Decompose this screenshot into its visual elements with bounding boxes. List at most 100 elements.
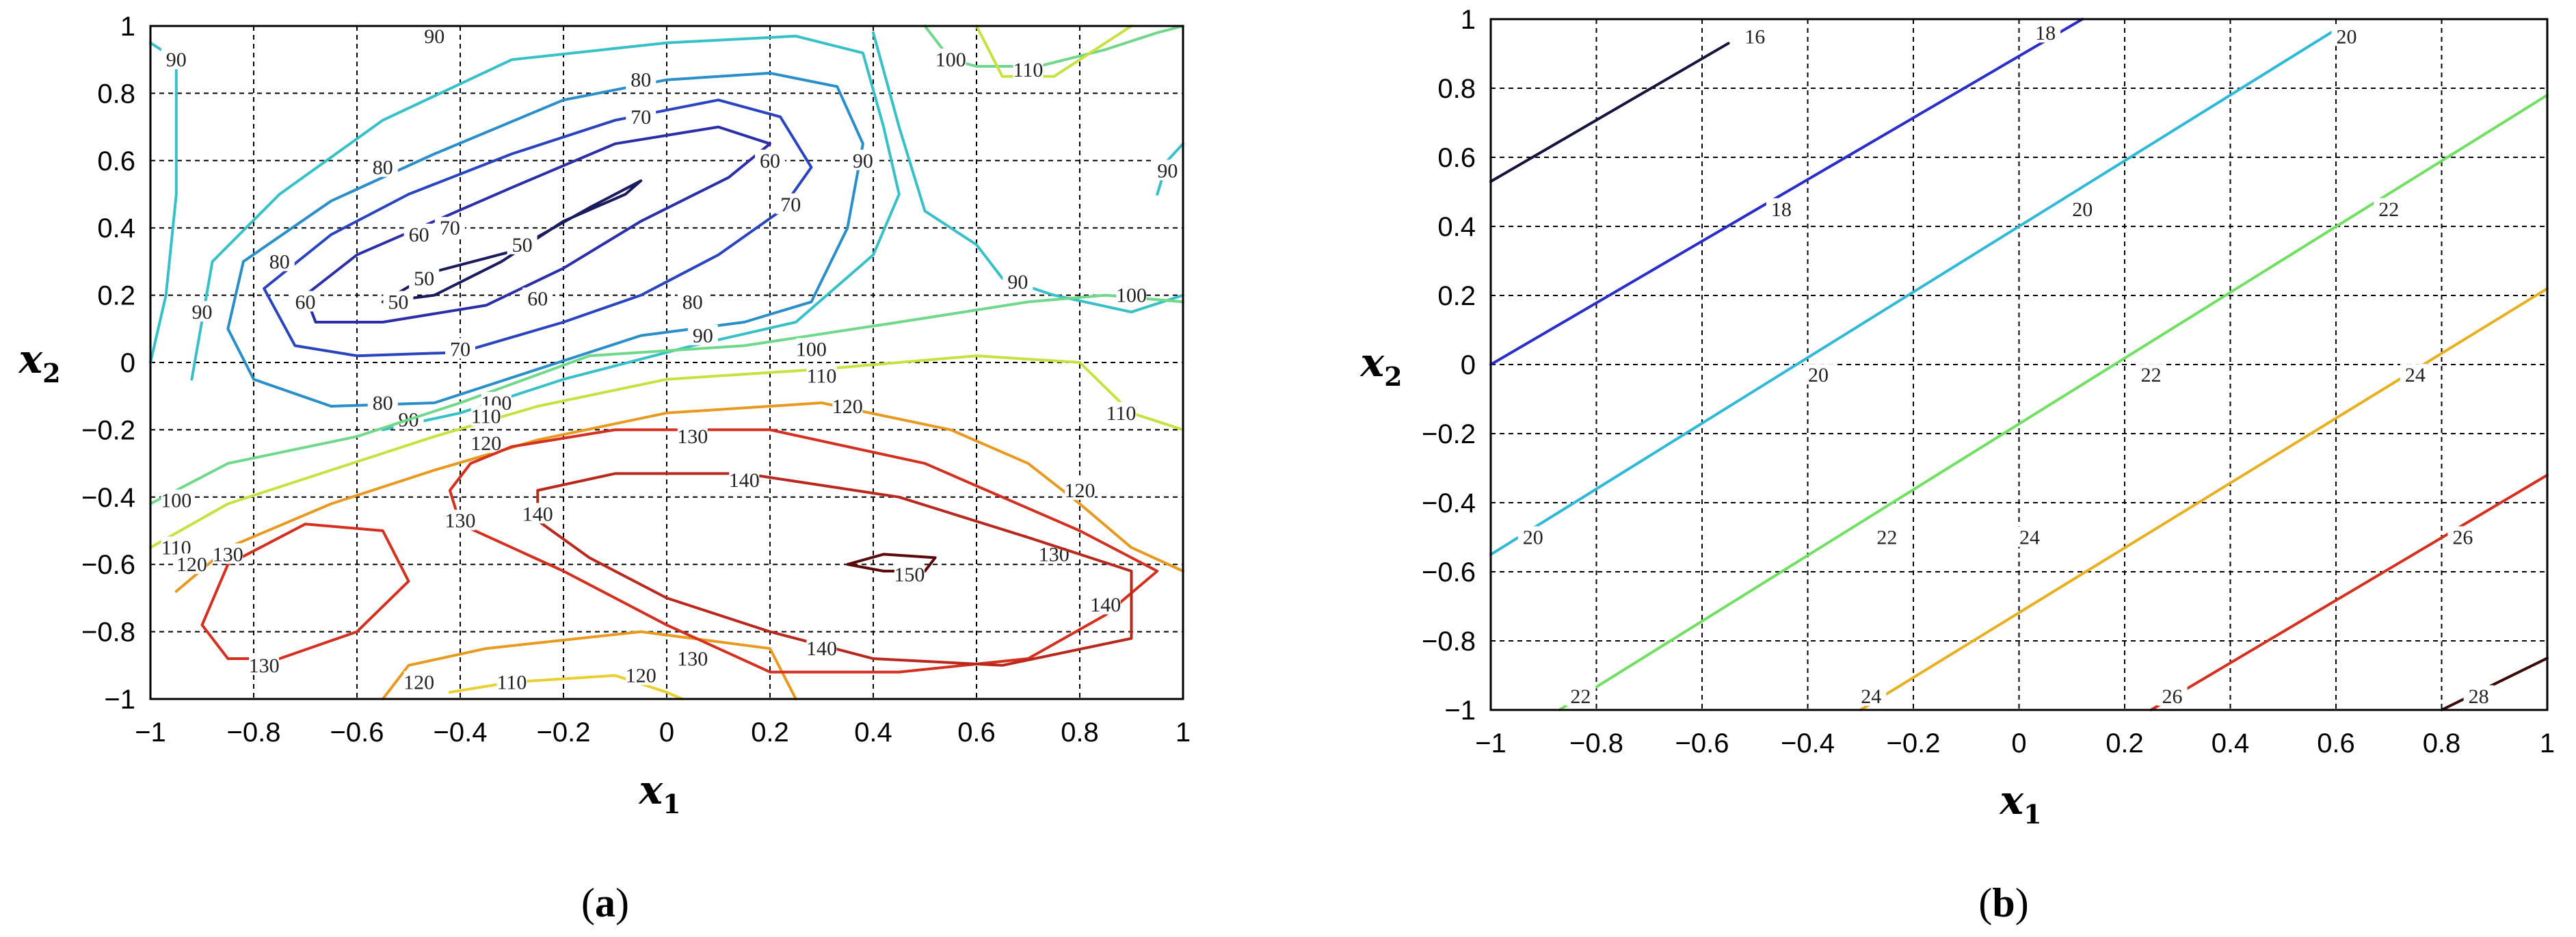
contour-label-background <box>1766 198 1796 219</box>
x-axis-label: x1 <box>1998 777 2041 830</box>
contour-line-90 <box>872 31 1184 314</box>
contour-line-26 <box>2149 473 2549 711</box>
contour-label-background <box>1565 685 1596 706</box>
x-tick-label: 0.4 <box>2212 728 2250 758</box>
contour-label: 80 <box>630 69 651 92</box>
contour-label: 90 <box>424 25 444 48</box>
contour-label: 28 <box>2469 685 2489 708</box>
x-tick-label: 1 <box>2540 728 2555 758</box>
contour-label: 26 <box>2452 527 2473 549</box>
contour-label: 70 <box>440 217 460 239</box>
contour-label-background <box>434 217 465 238</box>
contour-label-background <box>1106 401 1137 423</box>
contour-label-background <box>1740 25 1770 47</box>
x-axis-label: x1 <box>637 767 680 819</box>
y-tick-label: 0 <box>1461 350 1476 380</box>
contour-label-background <box>677 647 708 668</box>
y-tick-label: 0.6 <box>97 146 135 176</box>
contour-label-background <box>2463 685 2494 706</box>
contour-label-background <box>1517 526 1548 547</box>
contour-label: 120 <box>403 671 434 694</box>
contour-label: 130 <box>677 648 708 670</box>
contour-line-16 <box>1489 42 1730 183</box>
contour-label-background <box>507 233 537 254</box>
contour-label: 130 <box>249 655 280 677</box>
contour-label-background <box>1872 526 1902 547</box>
plot-frame <box>1489 18 2549 711</box>
x-tick-label: 0.6 <box>957 717 996 748</box>
contour-label: 90 <box>192 301 213 324</box>
contour-label: 110 <box>1013 59 1044 81</box>
x-tick-label: 1 <box>1176 717 1191 748</box>
contour-label-background <box>470 405 501 426</box>
contour-label-background <box>755 149 785 170</box>
contour-label: 140 <box>806 637 837 660</box>
contour-label-background <box>2374 198 2404 219</box>
contour-line-110 <box>149 354 1184 549</box>
contour-label: 80 <box>373 157 393 179</box>
contour-label: 110 <box>497 671 527 694</box>
x-tick-label: 0.8 <box>1061 717 1099 748</box>
contour-label: 80 <box>373 392 393 414</box>
contour-line-100 <box>149 293 1184 505</box>
contour-label: 90 <box>166 49 187 71</box>
contour-line-130 <box>200 523 410 660</box>
contour-label-background <box>1856 685 1887 706</box>
contour-label: 16 <box>1744 25 1765 48</box>
contour-label-background <box>367 392 398 413</box>
contour-label: 130 <box>445 510 476 532</box>
contour-label: 70 <box>450 338 470 360</box>
contour-label-background <box>796 338 827 359</box>
contour-label-background <box>522 287 553 308</box>
contour-label: 60 <box>527 288 548 311</box>
contour-label: 60 <box>409 224 429 246</box>
contour-label: 110 <box>807 365 837 388</box>
contour-label: 18 <box>1771 198 1792 221</box>
x-tick-label: −0.2 <box>1887 728 1941 758</box>
contour-label-background <box>687 324 718 345</box>
contour-label: 50 <box>512 234 533 256</box>
contour-line-22 <box>1558 94 2549 711</box>
y-tick-label: 0.8 <box>97 79 135 109</box>
y-tick-label: −0.2 <box>1422 419 1476 449</box>
contour-label-background <box>290 291 321 312</box>
panel-caption: (a) <box>581 880 629 925</box>
y-tick-label: −0.4 <box>1422 488 1476 518</box>
contour-line-90 <box>190 34 901 432</box>
y-tick-label: 0.4 <box>97 213 135 243</box>
y-tick-label: −0.8 <box>81 618 135 648</box>
contour-label: 130 <box>213 543 243 566</box>
contour-line-90 <box>149 41 178 364</box>
contour-label: 110 <box>1106 402 1136 425</box>
contour-line-140 <box>536 472 1133 667</box>
y-tick-label: 0.4 <box>1437 212 1476 242</box>
contour-label-background <box>403 224 434 245</box>
x-tick-label: −0.4 <box>434 717 488 748</box>
x-tick-label: −0.6 <box>330 717 384 748</box>
contour-label-background <box>677 291 708 312</box>
contour-label: 90 <box>1157 160 1178 183</box>
contour-label-background <box>176 553 207 575</box>
contour-line-120 <box>381 630 797 700</box>
contour-label: 60 <box>295 291 316 313</box>
contour-label: 140 <box>522 503 553 525</box>
contour-label-background <box>847 149 878 170</box>
contour-label: 90 <box>853 150 873 172</box>
contour-label: 22 <box>2378 198 2399 221</box>
y-tick-label: 0.2 <box>97 281 135 311</box>
contour-label-background <box>2331 25 2362 47</box>
plot-frame <box>149 25 1184 700</box>
y-tick-label: −1 <box>104 685 135 715</box>
contour-label: 120 <box>176 553 207 576</box>
y-tick-label: −0.2 <box>81 415 135 445</box>
contour-label-background <box>445 338 475 359</box>
contour-label-background <box>264 250 295 272</box>
x-tick-label: 0 <box>2011 728 2026 758</box>
contour-label: 60 <box>760 150 780 172</box>
contour-label-background <box>626 68 656 90</box>
y-tick-label: −1 <box>1444 696 1476 726</box>
y-tick-label: 1 <box>1461 5 1476 35</box>
contour-label-background <box>496 671 527 692</box>
contour-label-background <box>775 193 806 214</box>
contour-label: 18 <box>2035 22 2056 44</box>
